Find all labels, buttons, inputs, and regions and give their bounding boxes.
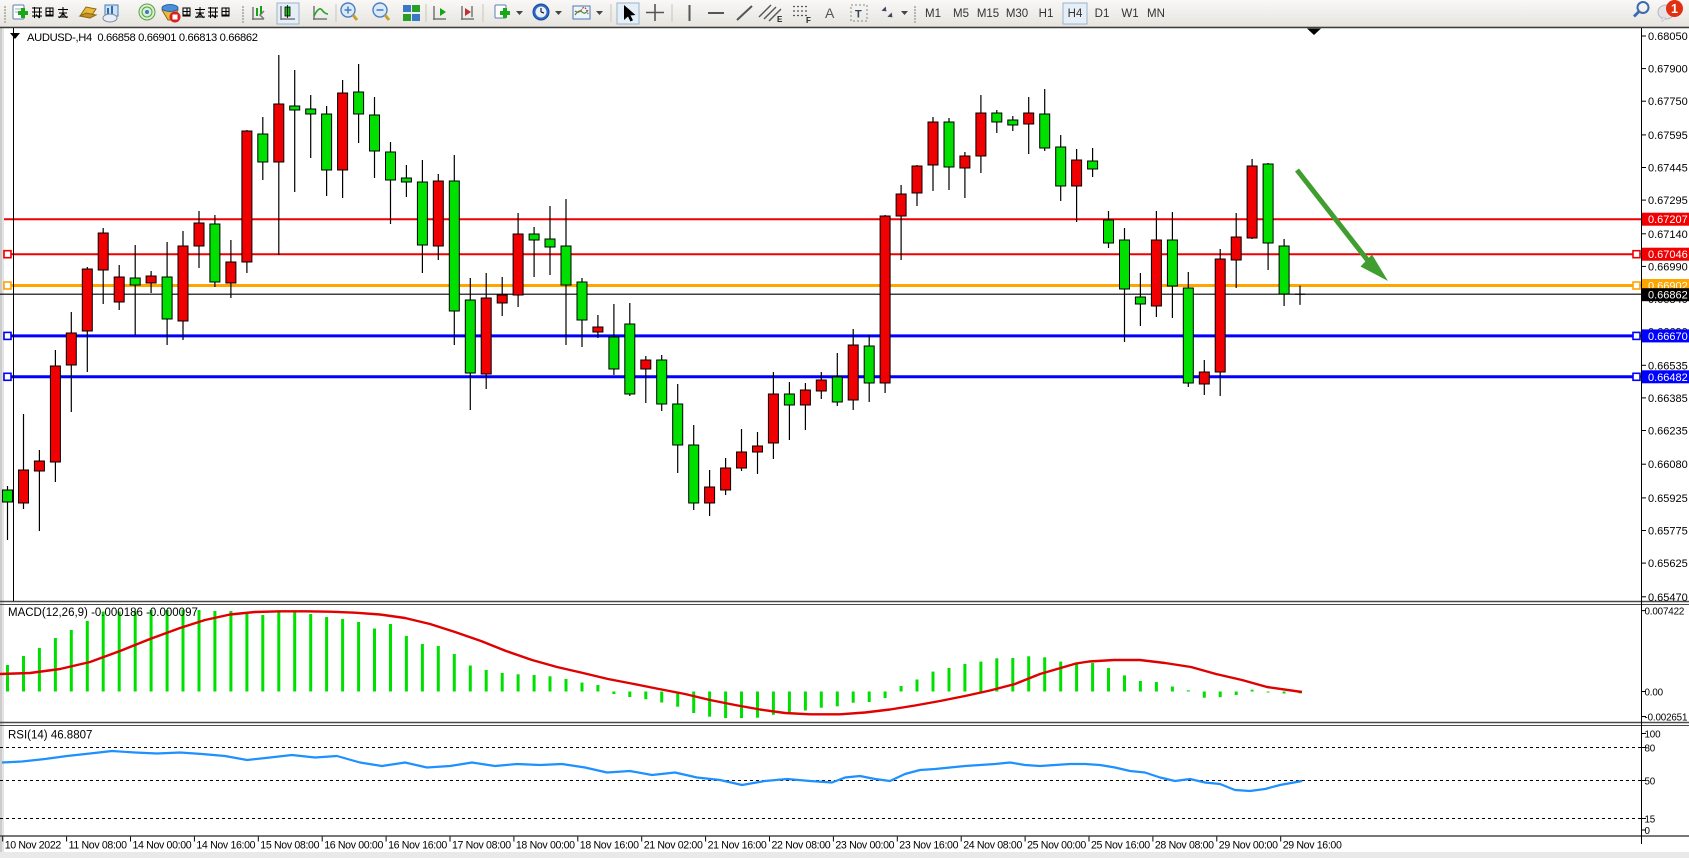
svg-text:0.00: 0.00 [1645, 688, 1664, 699]
svg-text:0.007422: 0.007422 [1645, 607, 1685, 618]
svg-text:23 Nov 00:00: 23 Nov 00:00 [835, 840, 894, 852]
svg-text:29 Nov 00:00: 29 Nov 00:00 [1219, 840, 1278, 852]
svg-text:W1: W1 [1121, 8, 1138, 20]
svg-text:0.67445: 0.67445 [1648, 163, 1688, 175]
svg-text:0.66235: 0.66235 [1648, 426, 1688, 438]
svg-text:0.67140: 0.67140 [1648, 229, 1688, 241]
svg-text:M30: M30 [1006, 8, 1028, 20]
svg-text:14 Nov 00:00: 14 Nov 00:00 [133, 840, 192, 852]
svg-text:80: 80 [1645, 744, 1656, 755]
svg-text:28 Nov 08:00: 28 Nov 08:00 [1155, 840, 1214, 852]
svg-text:0.66385: 0.66385 [1648, 393, 1688, 405]
svg-text:0.67750: 0.67750 [1648, 96, 1688, 108]
svg-text:0.66535: 0.66535 [1648, 360, 1688, 372]
svg-text:22 Nov 08:00: 22 Nov 08:00 [772, 840, 831, 852]
svg-text:21 Nov 16:00: 21 Nov 16:00 [708, 840, 767, 852]
svg-text:11 Nov 08:00: 11 Nov 08:00 [69, 840, 127, 852]
svg-text:0.65775: 0.65775 [1648, 526, 1688, 538]
svg-text:0.66482: 0.66482 [1648, 372, 1688, 384]
svg-text:0.67900: 0.67900 [1648, 64, 1688, 76]
svg-text:F: F [806, 16, 811, 25]
svg-text:18 Nov 16:00: 18 Nov 16:00 [580, 840, 639, 852]
svg-text:M15: M15 [977, 8, 999, 20]
svg-text:18 Nov 00:00: 18 Nov 00:00 [516, 840, 575, 852]
svg-text:0.65625: 0.65625 [1648, 558, 1688, 570]
svg-text:50: 50 [1645, 777, 1656, 788]
svg-text:H4: H4 [1068, 8, 1083, 20]
svg-text:0.66990: 0.66990 [1648, 261, 1688, 273]
svg-text:-0.002651: -0.002651 [1645, 713, 1688, 724]
svg-text:E: E [777, 15, 783, 24]
svg-text:21 Nov 02:00: 21 Nov 02:00 [644, 840, 703, 852]
svg-text:29 Nov 16:00: 29 Nov 16:00 [1283, 840, 1342, 852]
svg-text:M1: M1 [925, 8, 941, 20]
svg-text:0: 0 [1645, 826, 1651, 837]
svg-text:15 Nov 08:00: 15 Nov 08:00 [260, 840, 319, 852]
svg-text:0.67295: 0.67295 [1648, 195, 1688, 207]
svg-text:24 Nov 08:00: 24 Nov 08:00 [963, 840, 1022, 852]
svg-text:A: A [825, 5, 835, 21]
svg-text:15: 15 [1645, 815, 1656, 826]
svg-text:D1: D1 [1095, 8, 1110, 20]
svg-text:0.65925: 0.65925 [1648, 493, 1688, 505]
svg-text:23 Nov 16:00: 23 Nov 16:00 [899, 840, 958, 852]
svg-text:10 Nov 2022: 10 Nov 2022 [5, 840, 62, 852]
svg-text:25 Nov 00:00: 25 Nov 00:00 [1027, 840, 1086, 852]
svg-text:MN: MN [1147, 8, 1165, 20]
svg-text:M5: M5 [953, 8, 969, 20]
svg-text:0.67046: 0.67046 [1648, 249, 1688, 261]
svg-text:16 Nov 16:00: 16 Nov 16:00 [388, 840, 447, 852]
svg-text:0.66862: 0.66862 [1648, 290, 1688, 302]
svg-text:25 Nov 16:00: 25 Nov 16:00 [1091, 840, 1150, 852]
svg-text:AUDUSD-,H4 0.66858 0.66901 0.: AUDUSD-,H4 0.66858 0.66901 0.66813 0.668… [27, 32, 258, 44]
svg-text:14 Nov 16:00: 14 Nov 16:00 [196, 840, 255, 852]
svg-text:0.67595: 0.67595 [1648, 130, 1688, 142]
svg-text:MACD(12,26,9) -0.000186 -0.000: MACD(12,26,9) -0.000186 -0.000097 [8, 607, 198, 619]
svg-text:0.66080: 0.66080 [1648, 459, 1688, 471]
svg-text:17 Nov 08:00: 17 Nov 08:00 [452, 840, 511, 852]
svg-text:0.66670: 0.66670 [1648, 331, 1688, 343]
svg-text:0.67207: 0.67207 [1648, 214, 1688, 226]
svg-text:16 Nov 00:00: 16 Nov 00:00 [324, 840, 383, 852]
svg-text:H1: H1 [1039, 8, 1054, 20]
svg-text:0.65470: 0.65470 [1648, 592, 1688, 604]
svg-text:0.68050: 0.68050 [1648, 31, 1688, 43]
svg-text:100: 100 [1645, 730, 1662, 741]
svg-text:RSI(14) 46.8807: RSI(14) 46.8807 [8, 730, 92, 742]
svg-text:1: 1 [1671, 2, 1678, 16]
svg-text:T: T [855, 9, 862, 21]
